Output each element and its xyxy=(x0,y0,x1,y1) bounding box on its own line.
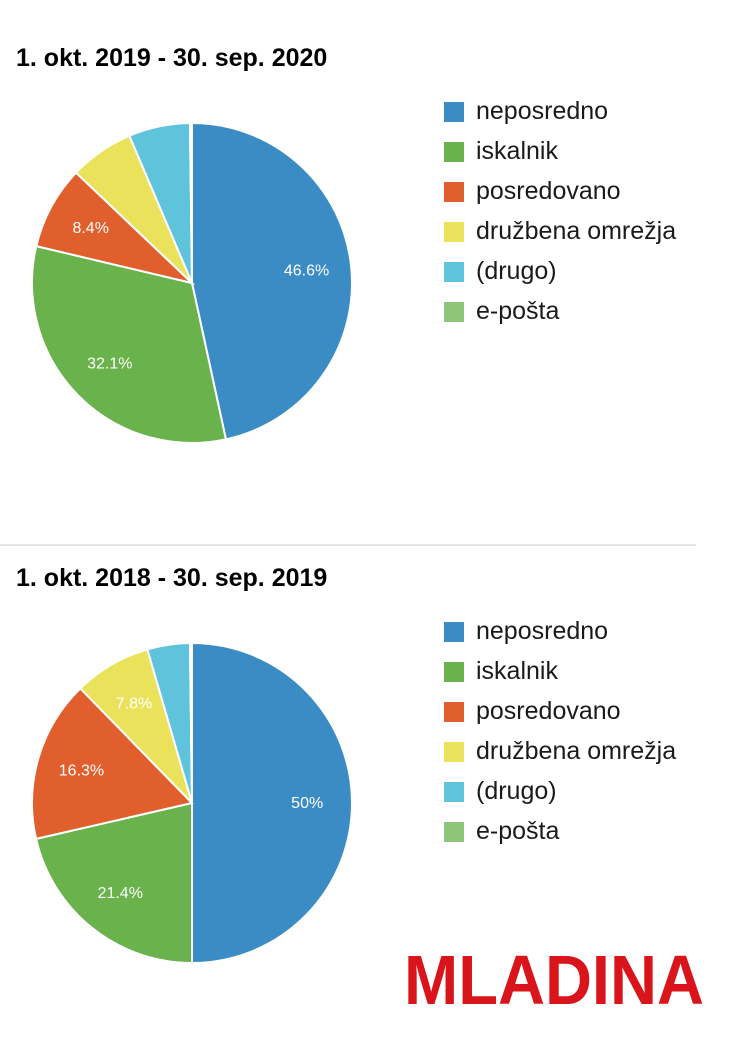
pie-slice-iskalnik xyxy=(34,801,193,965)
legend-swatch xyxy=(444,822,464,842)
legend-swatch xyxy=(444,102,464,122)
data-label: 50% xyxy=(291,795,323,812)
legend-label: posredovano xyxy=(476,697,621,725)
legend-item: neposredno xyxy=(444,619,676,659)
legend-swatch xyxy=(444,662,464,682)
chart-panel-2020: 1. okt. 2019 - 30. sep. 2020 46.6% 32.1% 8… xyxy=(0,0,735,520)
data-label: 7.8% xyxy=(116,695,152,712)
pie-slice-neposredno xyxy=(191,121,353,441)
data-label: 8.4% xyxy=(72,220,108,237)
chart-legend: neposredno iskalnik posredovano družbena om… xyxy=(444,619,676,859)
pie-slice-posredovano xyxy=(31,687,194,841)
legend-item: e-pošta xyxy=(444,819,676,859)
legend-label: e-pošta xyxy=(476,817,560,845)
legend-swatch xyxy=(444,622,464,642)
legend-item: (drugo) xyxy=(444,779,676,819)
legend-item: posredovano xyxy=(444,179,676,219)
legend-label: iskalnik xyxy=(476,657,558,685)
chart-panel-2019: 1. okt. 2018 - 30. sep. 2019 50% 21.4% 16.… xyxy=(0,520,735,1040)
legend-swatch xyxy=(444,222,464,242)
pie-chart: 50% 21.4% 16.3% 7.8% xyxy=(31,641,353,965)
legend-swatch xyxy=(444,702,464,722)
chart-title: 1. okt. 2018 - 30. sep. 2019 xyxy=(16,564,328,592)
legend-item: (drugo) xyxy=(444,259,676,299)
legend-swatch xyxy=(444,782,464,802)
legend-swatch xyxy=(444,302,464,322)
legend-label: družbena omrežja xyxy=(476,217,677,245)
legend-label: (drugo) xyxy=(476,777,557,805)
legend-swatch xyxy=(444,742,464,762)
pie-slice-iskalnik xyxy=(31,244,228,444)
legend-item: iskalnik xyxy=(444,139,676,179)
legend-item: družbena omrežja xyxy=(444,739,676,779)
chart-title: 1. okt. 2019 - 30. sep. 2020 xyxy=(16,44,328,72)
legend-label: e-pošta xyxy=(476,297,560,325)
svg-text:MLADINA: MLADINA xyxy=(404,946,704,1012)
pie-slice-posredovano xyxy=(35,171,196,285)
chart-divider xyxy=(0,544,696,546)
legend-label: družbena omrežja xyxy=(476,737,677,765)
data-label: 32.1% xyxy=(87,356,132,373)
legend-item: neposredno xyxy=(444,99,676,139)
data-label: 16.3% xyxy=(59,763,104,780)
legend-label: posredovano xyxy=(476,177,621,205)
legend-swatch xyxy=(444,182,464,202)
legend-swatch xyxy=(444,262,464,282)
legend-label: neposredno xyxy=(476,97,609,125)
data-label: 21.4% xyxy=(98,885,143,902)
legend-item: posredovano xyxy=(444,699,676,739)
pie-slice-e-pošta xyxy=(188,641,193,804)
chart-legend: neposredno iskalnik posredovano družbena om… xyxy=(444,99,676,339)
pie-slice-e-pošta xyxy=(188,121,193,284)
data-label: 46.6% xyxy=(284,263,329,280)
mladina-logo: MLADINA xyxy=(402,941,706,1019)
pie-slice-neposredno xyxy=(191,641,353,965)
legend-item: e-pošta xyxy=(444,299,676,339)
legend-swatch xyxy=(444,142,464,162)
pie-chart: 46.6% 32.1% 8.4% xyxy=(31,121,353,444)
legend-label: neposredno xyxy=(476,617,609,645)
legend-label: iskalnik xyxy=(476,137,558,165)
legend-label: (drugo) xyxy=(476,257,557,285)
legend-item: družbena omrežja xyxy=(444,219,676,259)
legend-item: iskalnik xyxy=(444,659,676,699)
